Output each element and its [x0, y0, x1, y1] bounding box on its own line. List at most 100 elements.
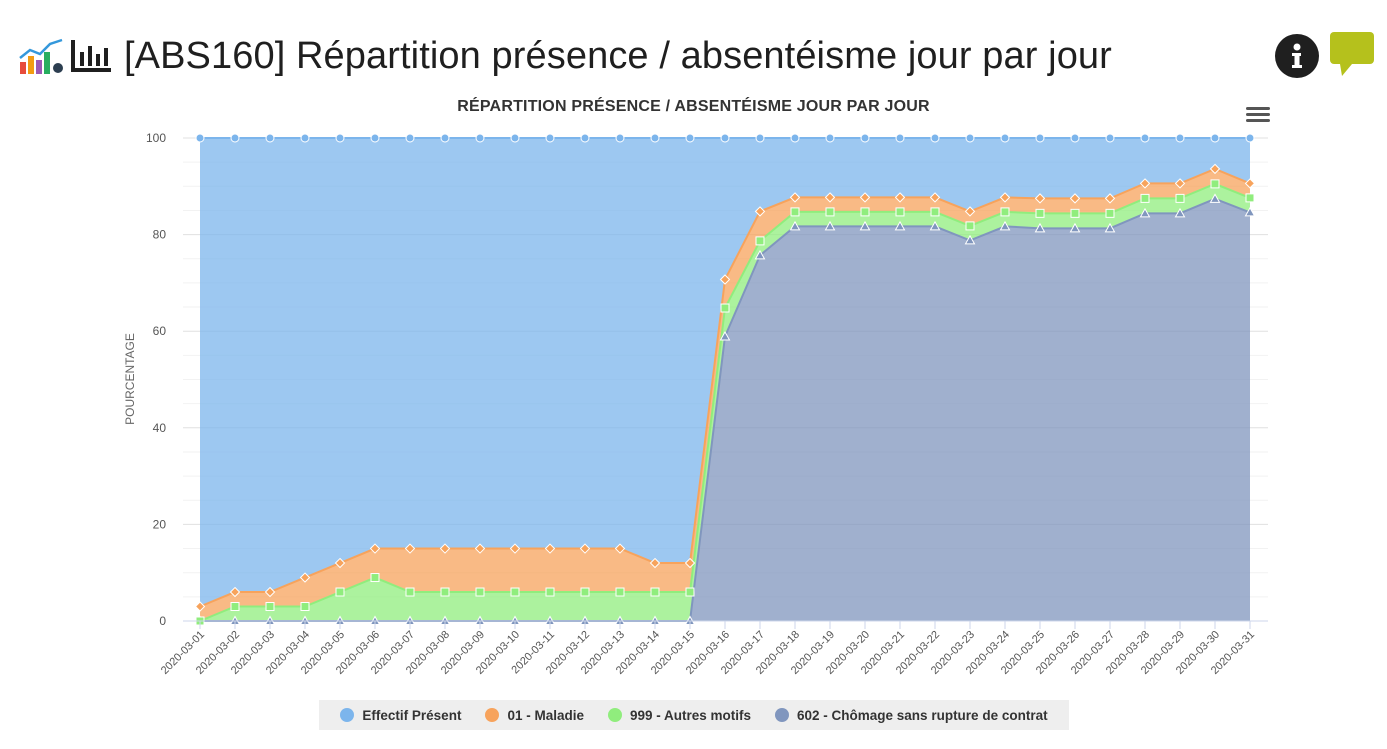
data-point[interactable] [509, 543, 521, 554]
data-point[interactable] [824, 220, 836, 231]
data-point[interactable] [1174, 178, 1186, 189]
data-point[interactable] [579, 543, 591, 554]
data-point[interactable] [789, 220, 801, 231]
data-point[interactable] [580, 587, 590, 597]
data-point[interactable] [859, 220, 871, 231]
data-point[interactable] [719, 274, 731, 285]
data-point[interactable] [300, 133, 310, 143]
data-point[interactable] [684, 557, 696, 569]
data-point[interactable] [1035, 133, 1045, 143]
legend-item[interactable]: Effectif Présent [340, 708, 461, 723]
data-point[interactable] [475, 133, 485, 143]
data-point[interactable] [1035, 208, 1045, 218]
data-point[interactable] [754, 249, 766, 260]
data-point[interactable] [964, 206, 976, 217]
data-point[interactable] [685, 587, 695, 597]
data-point[interactable] [370, 573, 380, 583]
data-point[interactable] [999, 220, 1011, 231]
data-point[interactable] [439, 543, 451, 554]
data-point[interactable] [824, 192, 836, 203]
data-point[interactable] [1000, 207, 1010, 217]
data-point[interactable] [544, 543, 556, 554]
data-point[interactable] [1105, 133, 1115, 143]
data-point[interactable] [334, 557, 346, 569]
data-point[interactable] [825, 133, 835, 143]
data-point[interactable] [860, 207, 870, 217]
data-point[interactable] [229, 586, 241, 598]
data-point[interactable] [1070, 208, 1080, 218]
data-point[interactable] [440, 133, 450, 143]
data-point[interactable] [404, 543, 416, 554]
data-point[interactable] [1210, 179, 1220, 189]
data-point[interactable] [1175, 193, 1185, 203]
data-point[interactable] [1104, 193, 1116, 204]
data-point[interactable] [1034, 193, 1046, 204]
data-point[interactable] [615, 133, 625, 143]
data-point[interactable] [930, 207, 940, 217]
data-point[interactable] [1209, 193, 1221, 203]
data-point[interactable] [369, 543, 381, 554]
data-point[interactable] [859, 192, 871, 203]
legend-item[interactable]: 999 - Autres motifs [607, 708, 751, 723]
data-point[interactable] [230, 133, 240, 143]
data-point[interactable] [930, 133, 940, 143]
data-point[interactable] [194, 601, 206, 612]
data-point[interactable] [929, 220, 941, 231]
data-point[interactable] [1104, 222, 1116, 233]
data-point[interactable] [1244, 206, 1256, 217]
data-point[interactable] [790, 133, 800, 143]
data-point[interactable] [860, 133, 870, 143]
legend-item[interactable]: 602 - Chômage sans rupture de contrat [775, 708, 1048, 723]
data-point[interactable] [1210, 133, 1220, 143]
data-point[interactable] [510, 133, 520, 143]
data-point[interactable] [1174, 207, 1186, 218]
data-point[interactable] [1139, 207, 1151, 218]
data-point[interactable] [720, 303, 730, 313]
data-point[interactable] [650, 133, 660, 143]
data-point[interactable] [230, 602, 240, 612]
data-point[interactable] [789, 192, 801, 203]
data-point[interactable] [300, 602, 310, 612]
legend-item[interactable]: 01 - Maladie [485, 708, 584, 723]
data-point[interactable] [1140, 193, 1150, 203]
data-point[interactable] [650, 587, 660, 597]
data-point[interactable] [545, 587, 555, 597]
data-point[interactable] [614, 543, 626, 554]
data-point[interactable] [685, 133, 695, 143]
data-point[interactable] [299, 572, 311, 583]
data-point[interactable] [475, 587, 485, 597]
data-point[interactable] [615, 587, 625, 597]
data-point[interactable] [1244, 178, 1256, 189]
data-point[interactable] [545, 133, 555, 143]
data-point[interactable] [264, 586, 276, 598]
data-point[interactable] [1245, 193, 1255, 203]
data-point[interactable] [1000, 133, 1010, 143]
data-point[interactable] [1175, 133, 1185, 143]
chart-menu-icon[interactable] [1246, 104, 1270, 124]
data-point[interactable] [999, 192, 1011, 203]
data-point[interactable] [720, 133, 730, 143]
data-point[interactable] [1070, 133, 1080, 143]
data-point[interactable] [1140, 133, 1150, 143]
data-point[interactable] [405, 133, 415, 143]
data-point[interactable] [474, 543, 486, 554]
data-point[interactable] [510, 587, 520, 597]
data-point[interactable] [1209, 163, 1221, 175]
data-point[interactable] [1105, 208, 1115, 218]
data-point[interactable] [964, 234, 976, 245]
data-point[interactable] [405, 587, 415, 597]
data-point[interactable] [790, 207, 800, 217]
info-icon[interactable] [1275, 34, 1319, 78]
data-point[interactable] [1069, 193, 1081, 204]
data-point[interactable] [1139, 178, 1151, 189]
data-point[interactable] [335, 133, 345, 143]
data-point[interactable] [649, 557, 661, 569]
data-point[interactable] [825, 207, 835, 217]
data-point[interactable] [894, 220, 906, 231]
data-point[interactable] [929, 192, 941, 203]
data-point[interactable] [1034, 222, 1046, 233]
data-point[interactable] [1245, 133, 1255, 143]
data-point[interactable] [195, 133, 205, 143]
data-point[interactable] [965, 133, 975, 143]
comment-icon[interactable] [1328, 30, 1376, 78]
